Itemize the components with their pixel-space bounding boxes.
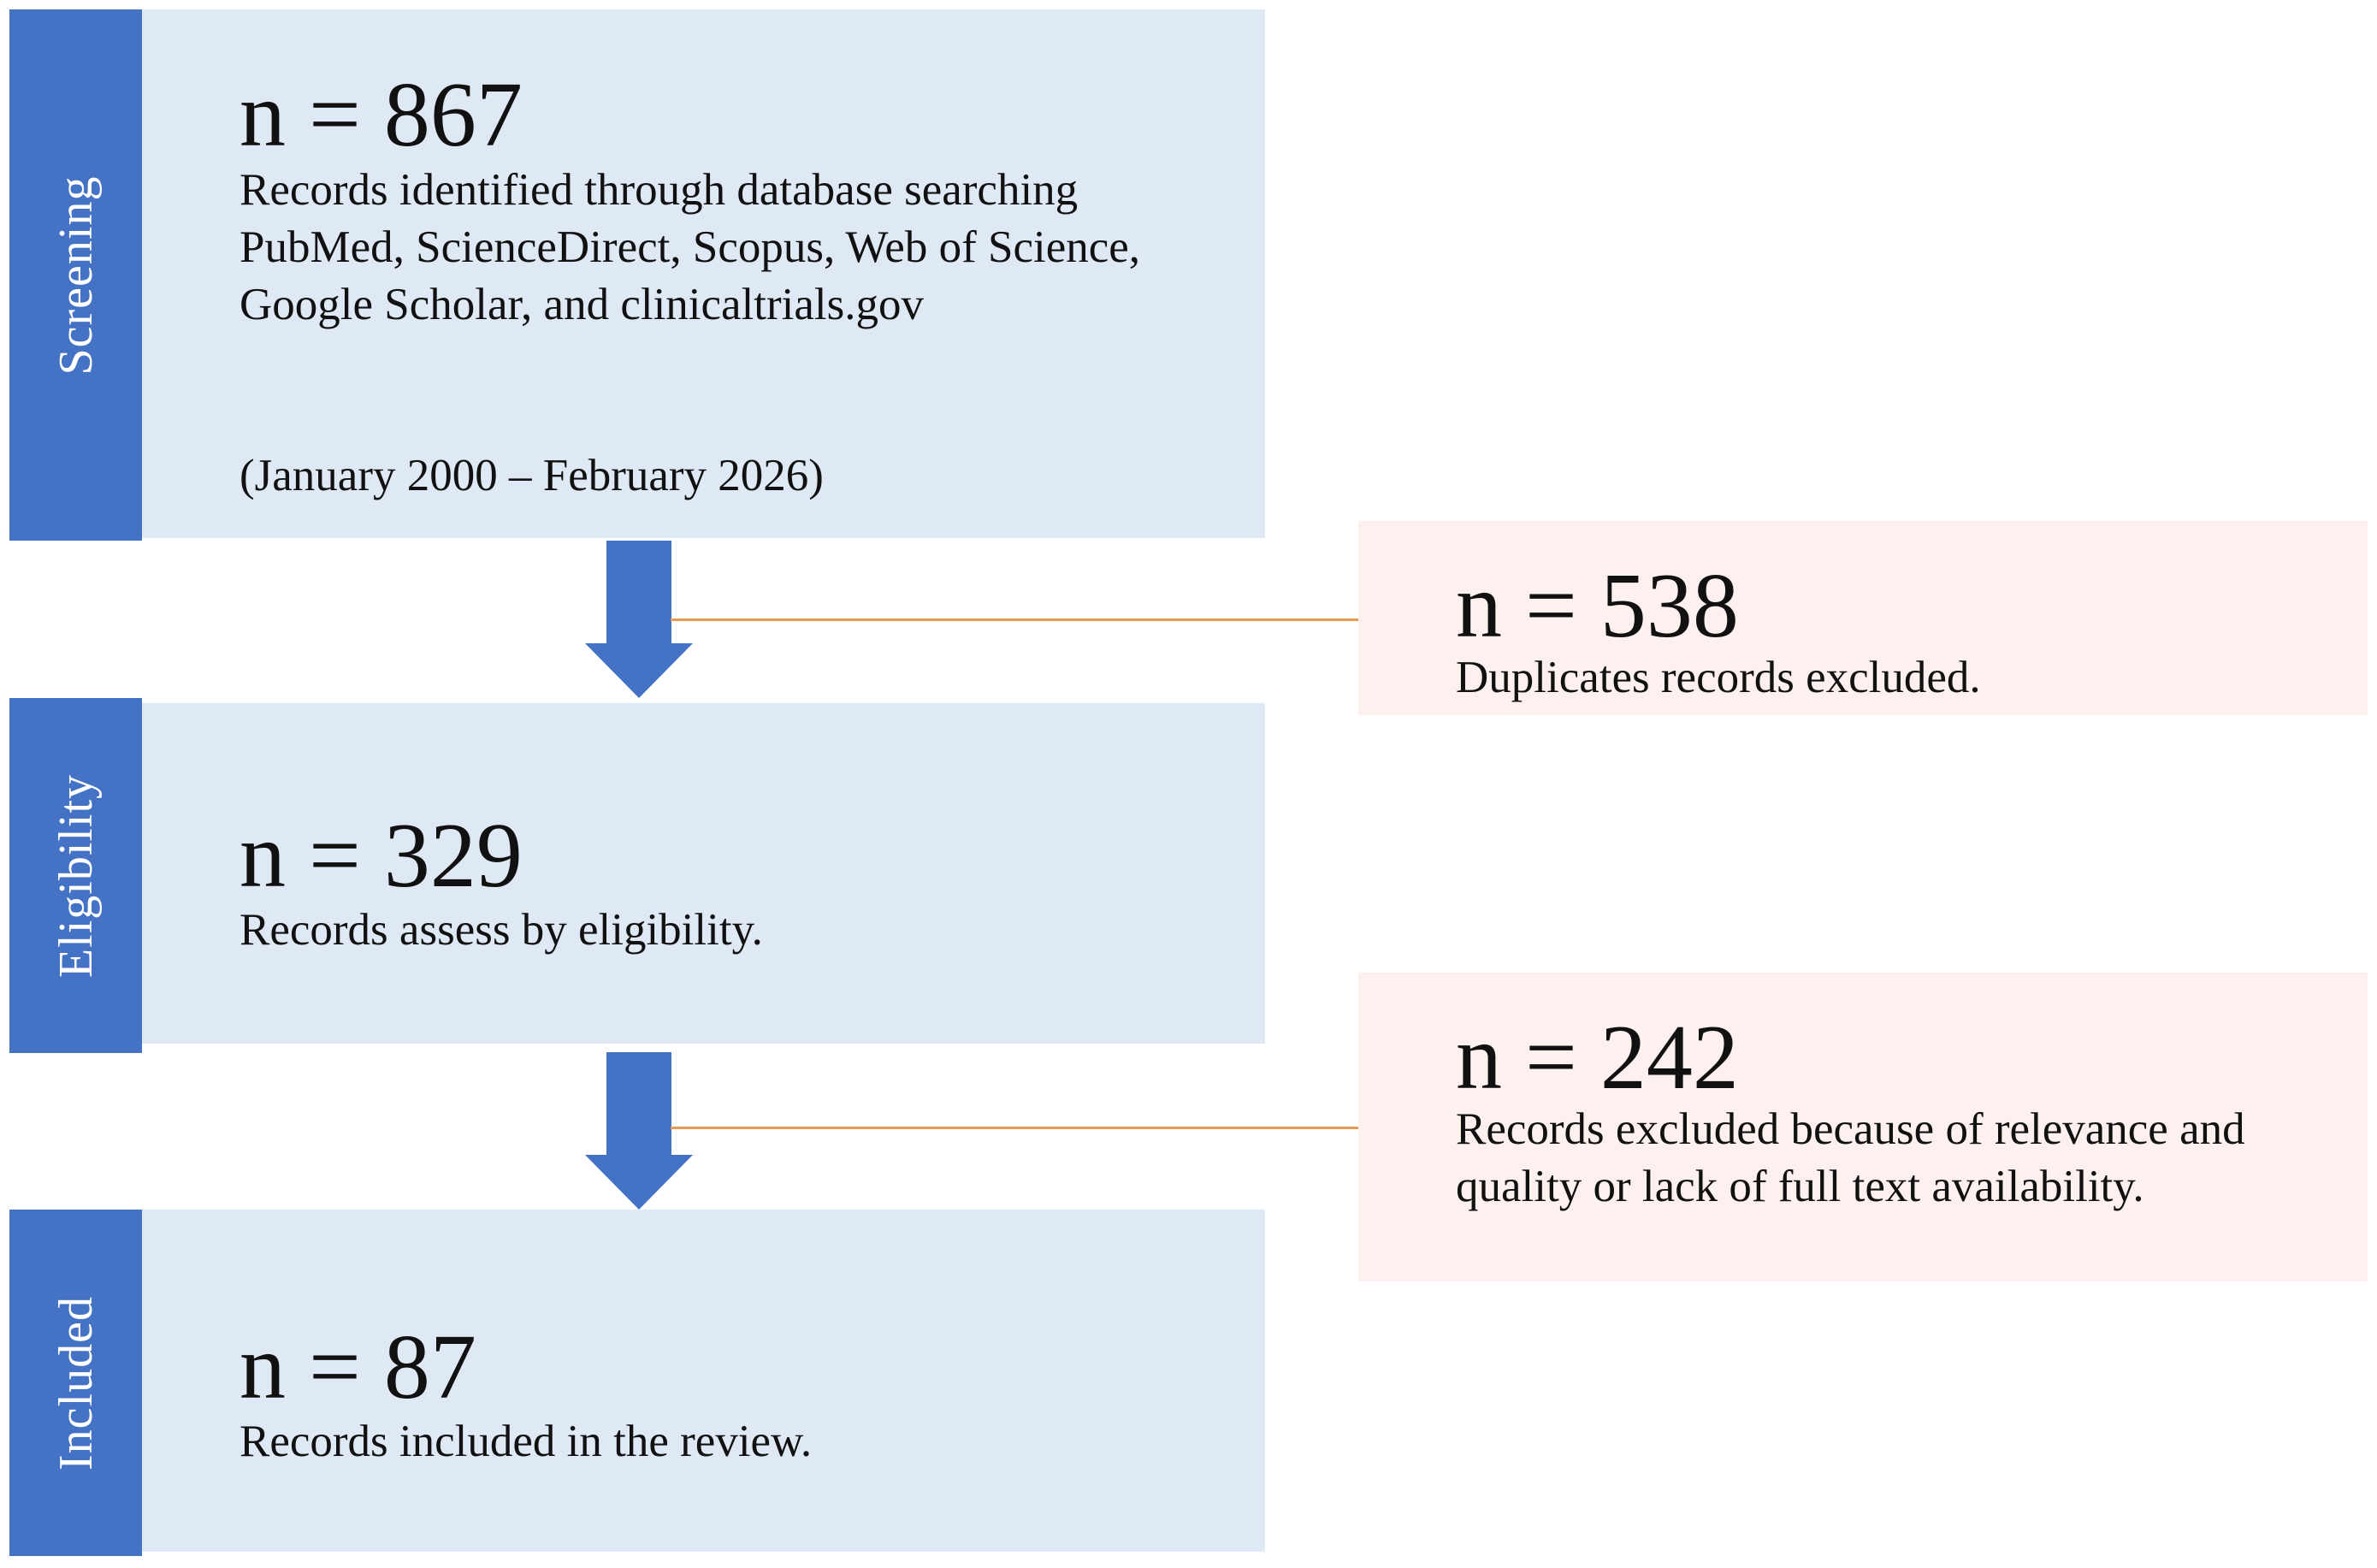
screening-count: n = 867 (239, 64, 523, 166)
duplicates-connector (671, 618, 1358, 621)
screening-tab: Screening (9, 9, 142, 541)
eligibility-description: Records assess by eligibility. (239, 905, 763, 955)
screening-description: Records identified through database sear… (239, 165, 1141, 329)
included-count: n = 87 (239, 1317, 476, 1418)
eligibility-tab: Eligibility (9, 698, 142, 1053)
down-arrow-icon (585, 1052, 693, 1210)
included-tab: Included (9, 1210, 142, 1556)
included-label: Included (49, 1295, 103, 1470)
eligibility-label: Eligibility (49, 773, 103, 978)
relevance-box: n = 242 Records excluded because of rele… (1358, 973, 2368, 1281)
screening-period: (January 2000 – February 2026) (239, 451, 824, 500)
screening-box: n = 867 Records identified through datab… (142, 9, 1265, 538)
relevance-description: Records excluded because of relevance an… (1456, 1104, 2245, 1211)
relevance-connector (671, 1127, 1358, 1129)
screening-label: Screening (49, 175, 103, 375)
down-arrow-icon (585, 541, 693, 698)
included-description: Records included in the review. (239, 1417, 813, 1466)
duplicates-count: n = 538 (1456, 555, 1739, 657)
eligibility-box: n = 329 Records assess by eligibility. (142, 703, 1265, 1044)
eligibility-count: n = 329 (239, 805, 523, 907)
duplicates-box: n = 538 Duplicates records excluded. (1358, 521, 2368, 715)
included-box: n = 87 Records included in the review. (142, 1210, 1265, 1552)
relevance-count: n = 242 (1456, 1007, 1739, 1109)
duplicates-description: Duplicates records excluded. (1456, 653, 1981, 702)
